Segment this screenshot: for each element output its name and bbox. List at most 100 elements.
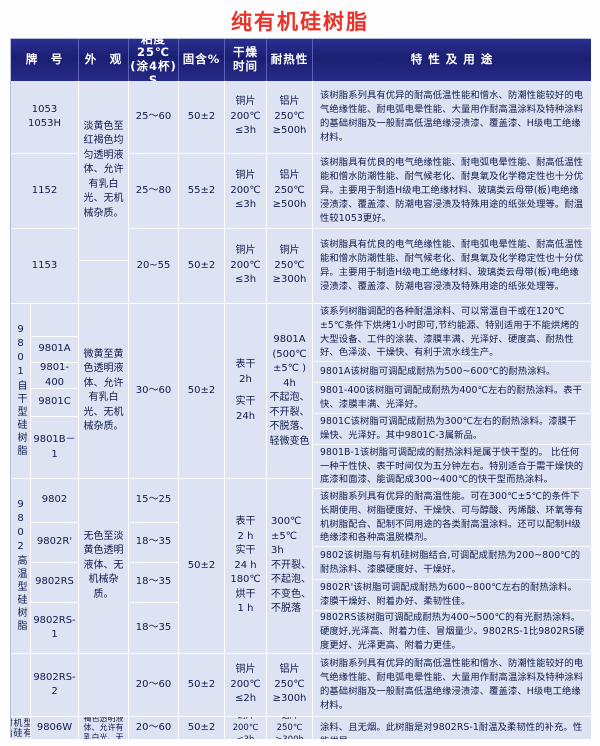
table-cell-viscosity: 15～25	[129, 479, 179, 523]
drying-line-5: 180℃	[230, 574, 261, 586]
drying-line-1: 铜片	[235, 96, 256, 108]
table-cell-brand: 1053 1053H	[11, 81, 79, 154]
table-cell-usage-group: 该系列树脂调配的各种耐温涂料、可以常温自干或在120℃±5℃条件下烘烤1小时即可…	[313, 304, 591, 362]
table-cell-heat: 铝片 250℃ ≥300h	[267, 717, 313, 739]
header-viscosity: 粘度25℃ (涂4杯) S	[129, 32, 179, 86]
table-cell-brand: 9801B－1	[31, 417, 79, 479]
table-cell-brand: 9801C	[31, 389, 79, 417]
table-cell-viscosity: 25～60	[129, 81, 179, 154]
table-cell-group-9802: 9802高温型硅树脂	[11, 479, 31, 654]
table-cell-usage: 该树脂具有优良的电气绝缘性能、耐电弧电晕性能、耐高低温性能和憎水防潮性能、耐气候…	[313, 154, 591, 229]
table-cell-group-9806: 无烟型有机硅树脂	[11, 717, 31, 739]
drying-line-4: 24h	[235, 410, 256, 422]
table-cell-solid: 50±2	[179, 479, 225, 654]
heat-line-1: 铝片	[279, 664, 300, 676]
table-cell-usage: 该树脂系列具有优异的耐高低温性能和憎水、防潮性能较好的电气绝缘性能、耐电弧电晕性…	[313, 654, 591, 717]
table-cell-drying: 铜片 200℃ ≤3h	[225, 81, 267, 154]
drying-line-4: 24 h	[234, 559, 257, 571]
table-cell-viscosity: 30～60	[129, 304, 179, 479]
table-cell-solid: 50±2	[179, 717, 225, 739]
table-cell-viscosity: 20～60	[129, 717, 179, 739]
heat-line-1: 铝片	[279, 96, 300, 108]
table-cell-brand: 9802RS-1	[31, 603, 79, 654]
drying-line-7: 1 h	[237, 603, 254, 615]
heat-line-2: ±5℃	[271, 530, 297, 542]
table-cell-group-9801: 9801自干型硅树脂	[11, 304, 31, 479]
table-cell-group-spacer	[11, 654, 31, 717]
header-drying-line1: 干燥	[233, 45, 258, 60]
table-cell-appearance: 淡黄色至红褐色均匀透明液体、允许有乳白光、无机械杂质。	[79, 81, 129, 261]
table-cell-usage: 9801A该树脂可调配成耐热为500~600℃的耐热涂料。	[313, 362, 591, 383]
table-cell-solid: 50±2	[179, 81, 225, 154]
header-appearance: 外 观	[79, 39, 129, 81]
table-cell-solid: 50±2	[179, 654, 225, 717]
heat-line-3: ≥300h	[272, 274, 307, 286]
table-cell-drying: 表干 2h 实干 24h	[225, 304, 267, 479]
drying-line-6: 烘干	[235, 588, 256, 600]
heat-line-2: 250℃	[276, 722, 303, 733]
table-header-row: 牌 号 外 观 粘度25℃ (涂4杯) S 固含% 干燥 时间 耐热性 特 性 …	[11, 32, 591, 86]
heat-line-1: 铜片	[279, 245, 300, 257]
resin-spec-table: 牌 号 外 观 粘度25℃ (涂4杯) S 固含% 干燥 时间 耐热性 特 性 …	[10, 32, 591, 739]
drying-line-3: ≤3h	[237, 734, 255, 739]
drying-line-2: 2 h	[237, 530, 254, 542]
table-cell-usage: 9806W该树脂可调配成耐热为400~600℃的高光有机硅耐热涂料、且无烟。此树…	[313, 717, 591, 739]
heat-line-3: ≥500h	[272, 125, 307, 137]
heat-line-7: 不脱落	[271, 603, 301, 615]
table-cell-viscosity: 25～80	[129, 154, 179, 229]
table-cell-heat: 9801A (500℃ ±5℃ ) 4h 不起泡、 不开裂、 不脱落、 轻微变色	[267, 304, 313, 479]
table-cell-usage: 该树脂具有优良的电气绝缘性能、耐电弧电晕性能、耐高低温性能和憎水防潮性能、耐气候…	[313, 229, 591, 304]
table-cell-appearance: 淡黄色至红褐色透明液体、允许有乳白光、无机械杂质。	[79, 717, 129, 739]
table-cell-appearance: 微黄至黄色透明液体、允许有乳白光、无机械杂质。	[79, 304, 129, 479]
drying-line-2: 200℃	[230, 110, 261, 122]
table-cell-usage: 9801-400该树脂可调配成耐热为400℃左右的耐热涂料。表干快、漆膜丰满、光…	[313, 383, 591, 414]
heat-line-2: 250℃	[274, 259, 305, 271]
drying-line-1: 铜片	[237, 717, 254, 722]
header-viscosity-line2: (涂4杯)	[130, 59, 177, 73]
drying-line-3: ≤3h	[234, 274, 257, 286]
header-viscosity-line1: 粘度25℃	[137, 31, 170, 60]
heat-line-1: 铝片	[279, 170, 300, 182]
table-cell-usage: 9802该树脂与有机硅树脂结合,可调配成耐热为200~800℃的耐热涂料、漆膜硬…	[313, 547, 591, 580]
heat-line-1: 9801A	[273, 334, 306, 345]
table-cell-drying: 表干 2 h 实干 24 h 180℃ 烘干 1 h	[225, 479, 267, 654]
table-cell-brand: 9802R'	[31, 523, 79, 563]
table-cell-brand: 1152	[11, 154, 79, 229]
table-cell-usage: 9801C该树脂可调配成耐热为300℃左右的耐热涂料。漆膜干燥快、光泽好。其中9…	[313, 414, 591, 445]
heat-line-2: 250℃	[274, 184, 305, 196]
table-cell-appearance-spacer	[79, 261, 129, 304]
heat-line-5: 不起泡、	[269, 392, 310, 403]
heat-line-2: (500℃	[272, 348, 307, 360]
table-cell-solid: 55±2	[179, 154, 225, 229]
table-cell-heat: 铝片 250℃ ≥300h	[267, 654, 313, 717]
header-viscosity-line3: S	[148, 72, 159, 87]
table-cell-usage-group: 该树脂系列具有优异的耐高温性能。可在300℃±5℃的条件下长期使用、树脂硬度好、…	[313, 489, 591, 547]
drying-line-1: 表干	[235, 359, 256, 370]
heat-line-5: 不起泡、	[271, 574, 311, 586]
header-drying-time: 干燥 时间	[225, 39, 267, 81]
header-drying-line2: 时间	[233, 59, 258, 73]
heat-line-3: ≥300h	[272, 693, 307, 705]
heat-line-1: 铝片	[281, 717, 298, 722]
heat-line-1: 300℃	[271, 516, 302, 528]
drying-line-1: 铜片	[235, 664, 256, 676]
table-cell-drying: 铜片 200℃ ≤3h	[225, 154, 267, 229]
table-cell-solid: 50±2	[179, 229, 225, 304]
brand-line-1: 1053	[31, 103, 58, 115]
heat-line-2: 250℃	[274, 110, 305, 122]
table-cell-viscosity: 18～35	[129, 523, 179, 563]
table-cell-viscosity: 18～35	[129, 563, 179, 603]
table-cell-heat: 铝片 250℃ ≥500h	[267, 154, 313, 229]
header-heat-resistance: 耐热性	[267, 39, 313, 81]
drying-line-1: 表干	[235, 516, 256, 528]
table-cell-drying: 铜片 200℃ ≤2h	[225, 654, 267, 717]
table-cell-heat: 300℃ ±5℃ 3h 不开裂、 不起泡、 不变色、 不脱落	[267, 479, 313, 654]
header-solid-content: 固含%	[179, 39, 225, 81]
heat-line-4: 不开裂、	[271, 559, 311, 571]
table-cell-usage: 9802R'该树脂可调配成耐热为600~800℃左右的耐热涂料。漆膜干燥好、附着…	[313, 580, 591, 611]
table-cell-heat: 铝片 250℃ ≥500h	[267, 81, 313, 154]
table-cell-solid: 50±2	[179, 304, 225, 479]
drying-line-3: ≤2h	[234, 693, 257, 705]
drying-line-1: 铜片	[235, 170, 256, 182]
